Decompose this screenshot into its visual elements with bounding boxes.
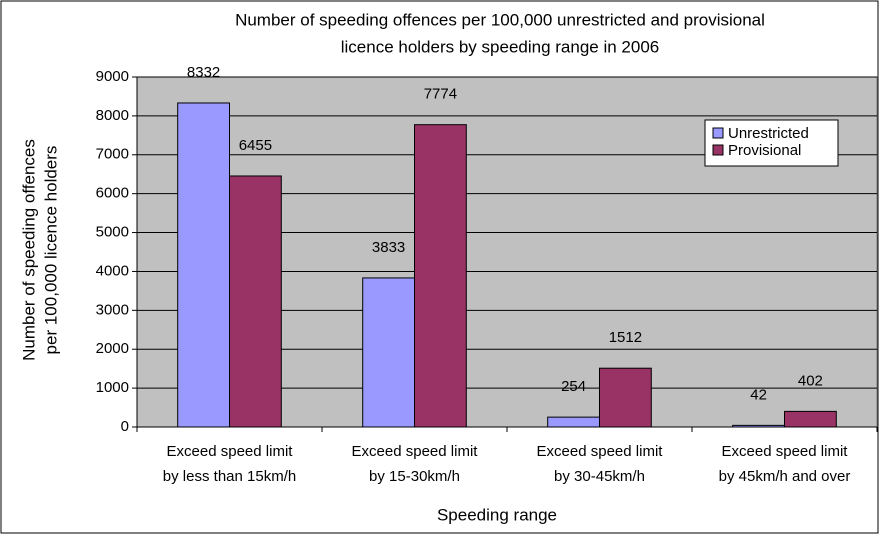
data-label: 3833 bbox=[372, 239, 405, 256]
data-label: 8332 bbox=[187, 64, 220, 81]
x-tick-label: Exceed speed limit bbox=[722, 443, 849, 460]
y-tick-label: 0 bbox=[121, 418, 129, 435]
y-axis-label: per 100,000 licence holders bbox=[41, 146, 60, 355]
chart-title: Number of speeding offences per 100,000 … bbox=[235, 10, 765, 29]
x-tick-label: by 45km/h and over bbox=[719, 468, 851, 485]
bar bbox=[229, 175, 282, 428]
y-tick-label: 6000 bbox=[96, 185, 129, 202]
x-tick-label: Exceed speed limit bbox=[167, 443, 294, 460]
x-tick-label: Exceed speed limit bbox=[537, 443, 664, 460]
y-tick-label: 4000 bbox=[96, 262, 129, 279]
legend-swatch bbox=[712, 127, 724, 139]
x-tick-label: by 30-45km/h bbox=[554, 468, 645, 485]
y-tick-label: 8000 bbox=[96, 107, 129, 124]
x-tick-label: by less than 15km/h bbox=[163, 468, 296, 485]
y-tick-label: 1000 bbox=[96, 379, 129, 396]
data-label: 6455 bbox=[239, 137, 272, 154]
data-label: 402 bbox=[798, 372, 823, 389]
chart-title: licence holders by speeding range in 200… bbox=[341, 37, 660, 56]
y-tick-label: 3000 bbox=[96, 301, 129, 318]
y-tick-label: 2000 bbox=[96, 340, 129, 357]
legend-label: Provisional bbox=[728, 142, 801, 159]
legend-swatch bbox=[712, 144, 724, 156]
y-tick-label: 9000 bbox=[96, 68, 129, 85]
y-tick-label: 5000 bbox=[96, 224, 129, 241]
data-label: 254 bbox=[561, 378, 586, 395]
data-label: 42 bbox=[750, 386, 767, 403]
bar bbox=[784, 410, 837, 428]
legend-box bbox=[704, 119, 839, 167]
x-tick-label: Exceed speed limit bbox=[352, 443, 479, 460]
data-label: 7774 bbox=[424, 86, 457, 103]
bar bbox=[362, 277, 416, 428]
y-tick-label: 7000 bbox=[96, 146, 129, 163]
bar bbox=[414, 124, 467, 428]
bar bbox=[177, 102, 230, 428]
data-label: 1512 bbox=[609, 329, 642, 346]
x-tick-label: by 15-30km/h bbox=[369, 468, 460, 485]
y-axis-label: Number of speeding offences bbox=[19, 139, 38, 361]
legend-label: Unrestricted bbox=[728, 125, 809, 142]
bar bbox=[599, 367, 652, 428]
bar bbox=[547, 416, 601, 428]
x-axis-label: Speeding range bbox=[437, 505, 557, 524]
